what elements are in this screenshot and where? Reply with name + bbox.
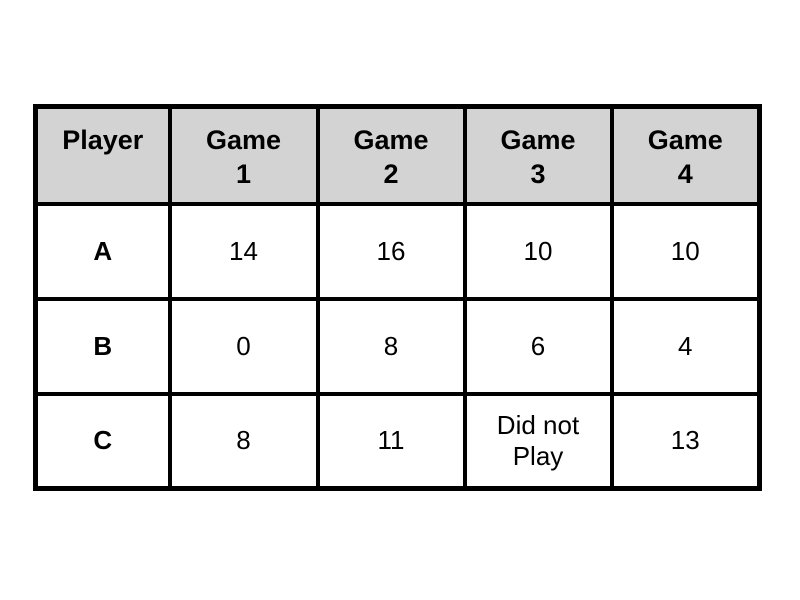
table-row-player-b: B 0 8 6 4 [33, 296, 762, 396]
header-row: Player Game 1 Game 2 Game 3 Game 4 [33, 104, 762, 206]
player-cell-a: A [33, 201, 172, 301]
header-label: Game [353, 125, 429, 155]
header-sublabel: 3 [530, 159, 546, 189]
player-scores-table: Player Game 1 Game 2 Game 3 Game 4 [33, 104, 762, 491]
header-cell-game-3: Game 3 [462, 104, 614, 206]
header-label: Game [647, 125, 723, 155]
cell-a-game-1: 14 [167, 201, 320, 301]
header-cell-game-2: Game 2 [315, 104, 467, 206]
table-row-player-a: A 14 16 10 10 [33, 201, 762, 301]
player-cell-b: B [33, 296, 172, 396]
header-label: Game [500, 125, 576, 155]
cell-a-game-2: 16 [315, 201, 467, 301]
cell-c-game-4: 13 [609, 391, 762, 491]
table-row-player-c: C 8 11 Did not Play 13 [33, 391, 762, 491]
cell-c-game-3: Did not Play [462, 391, 614, 491]
cell-c-game-1: 8 [167, 391, 320, 491]
header-label: Player [62, 125, 144, 155]
cell-b-game-1: 0 [167, 296, 320, 396]
header-sublabel: 2 [383, 159, 399, 189]
cell-c-game-2: 11 [315, 391, 467, 491]
header-sublabel: 4 [677, 159, 693, 189]
header-sublabel: 1 [235, 159, 252, 189]
header-cell-game-4: Game 4 [609, 104, 762, 206]
player-cell-c: C [33, 391, 172, 491]
header-cell-game-1: Game 1 [167, 104, 320, 206]
header-label: Game [205, 125, 282, 155]
cell-a-game-4: 10 [609, 201, 762, 301]
header-cell-player: Player [33, 104, 172, 206]
cell-b-game-4: 4 [609, 296, 762, 396]
cell-a-game-3: 10 [462, 201, 614, 301]
cell-b-game-2: 8 [315, 296, 467, 396]
cell-b-game-3: 6 [462, 296, 614, 396]
